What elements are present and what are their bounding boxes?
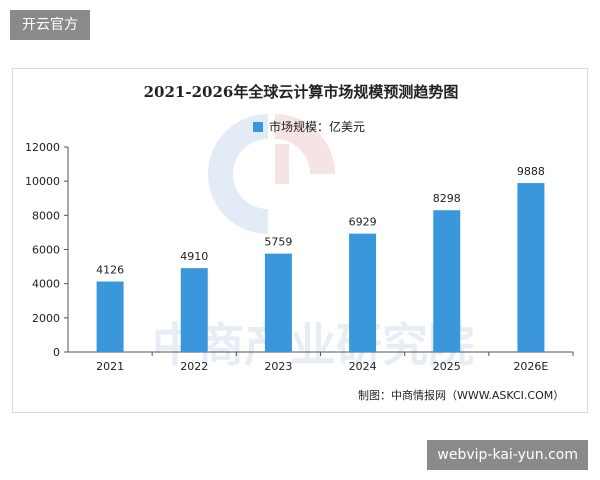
site-url-tag: webvip-kai-yun.com xyxy=(427,440,588,470)
y-tick-label: 8000 xyxy=(32,209,60,222)
data-label-2024: 6929 xyxy=(349,216,377,229)
bar-2026E xyxy=(517,183,545,352)
source-note: 制图：中商情报网（WWW.ASKCI.COM） xyxy=(358,388,564,402)
data-label-2023: 5759 xyxy=(264,236,292,249)
bar-2021 xyxy=(96,281,124,352)
x-tick-label: 2024 xyxy=(349,360,377,373)
logo-watermark xyxy=(208,114,335,234)
data-label-2022: 4910 xyxy=(180,250,208,263)
legend-swatch xyxy=(253,122,263,132)
x-tick-label: 2021 xyxy=(96,360,124,373)
data-label-2026E: 9888 xyxy=(517,165,545,178)
y-tick-label: 12000 xyxy=(25,141,60,154)
chart-card: 中商产业研究院 2021-2026年全球云计算市场规模预测趋势图 市场规模：亿美… xyxy=(12,68,588,413)
y-tick-label: 0 xyxy=(53,346,60,359)
y-tick-label: 4000 xyxy=(32,278,60,291)
y-tick-label: 10000 xyxy=(25,175,60,188)
x-tick-label: 2025 xyxy=(433,360,461,373)
site-tag: 开云官方 xyxy=(10,10,90,40)
bar-2024 xyxy=(349,233,377,352)
y-ticks: 0 2000 4000 6000 8000 10000 12000 xyxy=(25,141,68,359)
bar-chart: 中商产业研究院 2021-2026年全球云计算市场规模预测趋势图 市场规模：亿美… xyxy=(25,83,574,402)
x-tick-label: 2026E xyxy=(513,360,548,373)
bar-labels: 4126 4910 5759 6929 8298 9888 xyxy=(96,165,545,276)
data-label-2025: 8298 xyxy=(433,192,461,205)
legend: 市场规模：亿美元 xyxy=(253,119,365,134)
legend-label: 市场规模：亿美元 xyxy=(269,119,365,134)
x-tick-label: 2022 xyxy=(180,360,208,373)
x-ticks: 2021 2022 2023 2024 2025 2026E xyxy=(96,352,574,373)
data-label-2021: 4126 xyxy=(96,264,124,277)
bars xyxy=(96,183,545,352)
y-tick-label: 6000 xyxy=(32,244,60,257)
chart-title: 2021-2026年全球云计算市场规模预测趋势图 xyxy=(144,83,459,101)
bar-2025 xyxy=(433,210,461,352)
bar-2023 xyxy=(264,253,292,352)
bar-2022 xyxy=(180,268,208,352)
y-tick-label: 2000 xyxy=(32,312,60,325)
x-tick-label: 2023 xyxy=(264,360,292,373)
